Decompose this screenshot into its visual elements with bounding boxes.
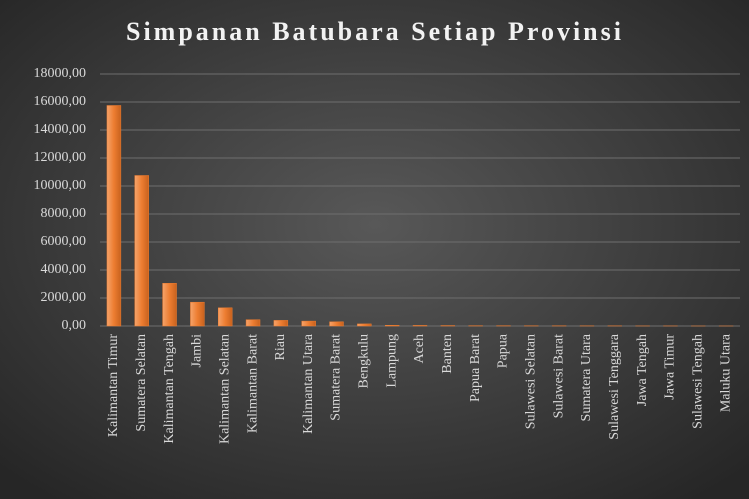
x-tick-label: Kalimantan Barat [245, 334, 260, 433]
y-tick-label: 14000,00 [34, 122, 87, 137]
y-tick-label: 12000,00 [34, 150, 87, 165]
y-tick-label: 0,00 [62, 318, 87, 333]
x-tick-label: Aceh [412, 334, 427, 364]
bar [273, 320, 289, 327]
bar [190, 301, 205, 327]
bar [357, 323, 372, 327]
y-tick-label: 2000,00 [41, 290, 87, 305]
bar [218, 307, 233, 327]
chart-title: Simpanan Batubara Setiap Provinsi [126, 17, 624, 46]
x-tick-label: Kalimantan Utara [301, 333, 316, 434]
x-tick-label: Sumatera Barat [329, 334, 344, 421]
bar [329, 321, 344, 327]
bar [162, 283, 177, 327]
x-tick-label: Sumatera Selatan [134, 334, 149, 432]
x-tick-label: Jambi [190, 334, 205, 368]
bar [245, 319, 261, 327]
y-tick-label: 4000,00 [41, 262, 87, 277]
x-tick-label: Sulawesi Tenggara [607, 333, 622, 439]
y-tick-label: 10000,00 [34, 178, 87, 193]
x-tick-label: Jawa Timur [663, 334, 678, 400]
y-tick-label: 6000,00 [41, 234, 87, 249]
x-tick-label: Papua Barat [468, 334, 483, 402]
x-tick-label: Banten [440, 334, 455, 374]
bar [106, 105, 122, 327]
bar [134, 175, 149, 327]
x-tick-label: Riau [273, 334, 288, 360]
x-tick-label: Sumatera Utara [579, 333, 594, 421]
x-tick-label: Bengkulu [357, 334, 372, 388]
x-tick-label: Lampung [384, 334, 399, 388]
y-tick-label: 18000,00 [34, 66, 87, 81]
bar [301, 320, 316, 327]
y-tick-label: 16000,00 [34, 94, 87, 109]
x-tick-label: Sulawesi Barat [551, 334, 566, 418]
bar [384, 325, 400, 327]
x-tick-label: Kalimantan Selatan [217, 334, 232, 444]
x-tick-label: Papua [496, 333, 511, 368]
x-tick-label: Kalimantan Timur [106, 334, 121, 437]
bar [412, 325, 428, 327]
x-tick-label: Sulawesi Tengah [690, 334, 705, 429]
x-tick-label: Sulawesi Selatan [524, 334, 539, 429]
x-tick-label: Maluku Utara [718, 333, 733, 412]
x-tick-label: Jawa Tengah [635, 334, 650, 406]
x-tick-label: Kalimantan Tengah [162, 334, 177, 444]
y-tick-label: 8000,00 [41, 206, 87, 221]
